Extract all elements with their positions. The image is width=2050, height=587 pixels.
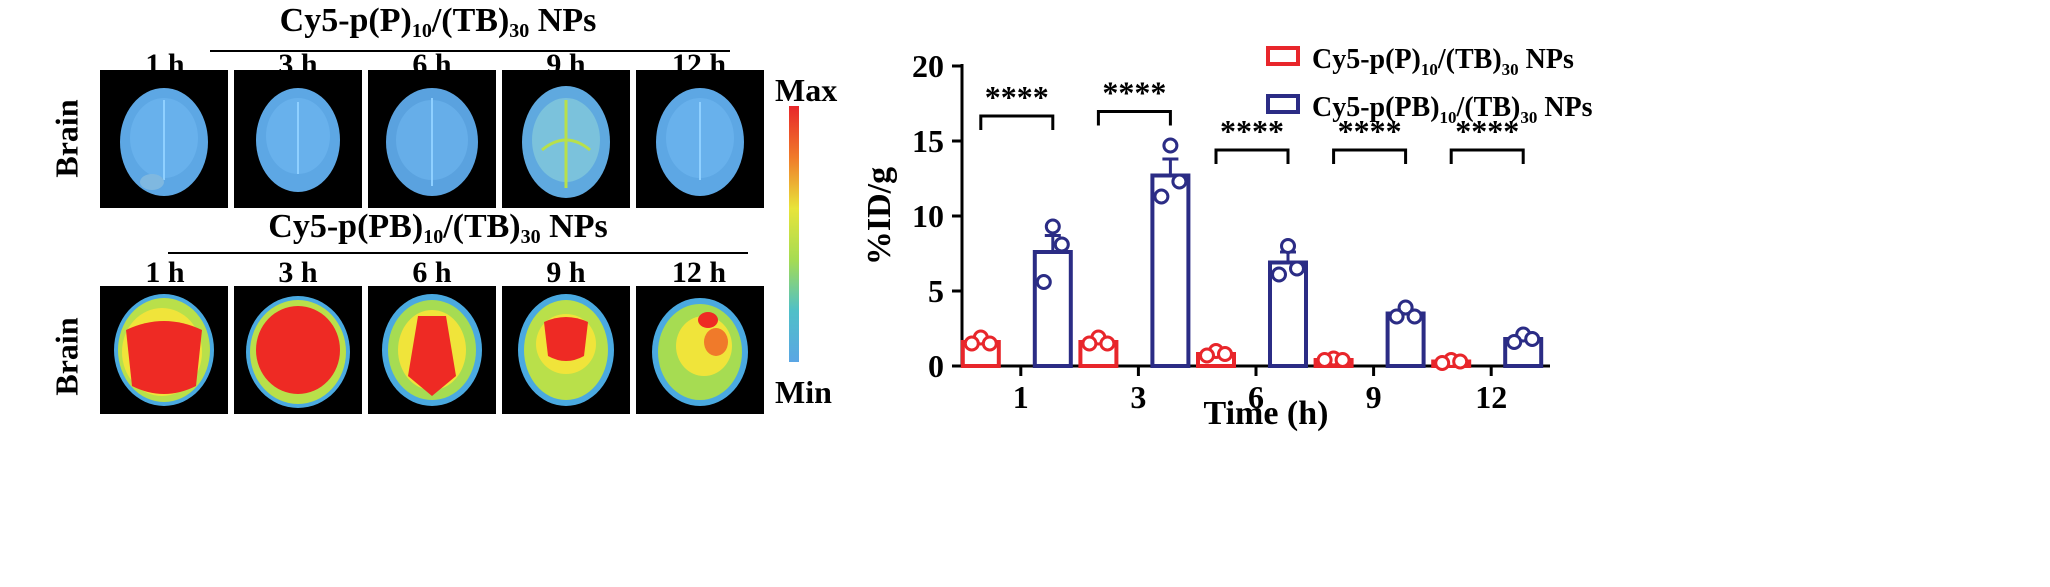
brain-image-p-6h <box>368 70 496 208</box>
data-point <box>1524 331 1541 347</box>
timepoint-label: 9 h <box>546 256 586 289</box>
colorbar-min-label: Min <box>775 374 832 410</box>
x-tick-label: 12 <box>1475 379 1507 415</box>
brain-image-pb-9h <box>502 286 630 414</box>
brain-image-pb-3h <box>234 286 362 414</box>
data-point <box>1053 236 1070 253</box>
row-label-brain-1: Brain <box>48 99 85 178</box>
data-point <box>1397 299 1414 316</box>
colorbar-max-label: Max <box>775 72 838 108</box>
brain-image-pb-1h <box>100 286 228 414</box>
data-point <box>1044 218 1061 235</box>
legend-label-p: Cy5-p(P)10/(TB)30 NPs <box>1312 44 1574 79</box>
significance-label: **** <box>1220 113 1284 149</box>
legend-label-pb: Cy5-p(PB)10/(TB)30 NPs <box>1312 92 1593 127</box>
y-tick-label: 5 <box>928 273 944 309</box>
x-tick-label: 3 <box>1130 379 1146 415</box>
y-tick-label: 20 <box>912 48 944 84</box>
brain-image-p-1h <box>100 70 228 208</box>
bar-pb <box>1150 173 1191 368</box>
group-rule-1 <box>210 50 730 52</box>
significance-bracket <box>1214 148 1290 164</box>
significance-label: **** <box>1455 113 1519 149</box>
y-axis-label: %ID/g <box>861 167 898 265</box>
data-point <box>1280 238 1296 254</box>
brain-image-pb-12h <box>636 286 764 414</box>
brain-image-p-3h <box>234 70 362 208</box>
timepoint-label: 6 h <box>412 256 452 289</box>
y-tick-label: 10 <box>912 198 944 234</box>
significance-bracket <box>1096 110 1172 126</box>
timepoint-label: 3 h <box>278 256 318 289</box>
data-point <box>1334 352 1351 368</box>
data-point <box>1271 266 1287 283</box>
data-point <box>1434 355 1451 371</box>
brain-image-pb-6h <box>368 286 496 414</box>
data-point <box>1081 335 1098 352</box>
data-point <box>1099 335 1116 352</box>
significance-label: **** <box>1102 75 1166 111</box>
data-point <box>1035 274 1052 290</box>
data-point <box>1406 308 1423 325</box>
group-title-1: Cy5-p(P)10/(TB)30 NPs <box>279 2 597 42</box>
significance-bracket <box>1332 148 1408 164</box>
legend-swatch-pb <box>1266 94 1300 114</box>
data-point <box>981 335 998 352</box>
significance-label: **** <box>985 79 1049 115</box>
x-tick-label: 6 <box>1248 379 1264 415</box>
group-rule-2 <box>168 252 748 254</box>
legend-swatch-p <box>1266 46 1300 66</box>
colorbar <box>789 106 799 362</box>
data-point <box>963 335 980 352</box>
brain-image-p-9h <box>502 70 630 208</box>
data-point <box>1217 346 1233 362</box>
data-point <box>1153 188 1170 205</box>
data-point <box>1506 334 1523 350</box>
x-axis-label: Time (h) <box>1204 395 1329 432</box>
timepoint-label: 12 h <box>671 256 727 289</box>
timepoint-label: 1 h <box>145 256 185 289</box>
row-label-brain-2: Brain <box>48 317 85 396</box>
data-point <box>1289 260 1305 277</box>
bar-pb <box>1032 250 1073 368</box>
brain-image-p-12h <box>636 70 764 208</box>
bar-chart-svg: 0 5 10 15 20 %ID/g Time (h) 1 **** 3 **** 6 **** 9 ***… <box>861 44 1593 432</box>
y-tick-label: 15 <box>912 123 944 159</box>
data-point <box>1316 352 1333 368</box>
significance-bracket <box>979 114 1055 130</box>
x-tick-label: 1 <box>1013 379 1029 415</box>
bar-chart: 0 5 10 15 20 %ID/g Time (h) 1 **** 3 **** 6 **** 9 ***… <box>860 0 2050 582</box>
group-title-2: Cy5-p(PB)10/(TB)30 NPs <box>268 208 608 248</box>
y-tick-label: 0 <box>928 348 944 384</box>
significance-label: **** <box>1338 113 1402 149</box>
data-point <box>1452 353 1469 370</box>
data-point <box>1199 347 1215 364</box>
significance-bracket <box>1449 148 1525 164</box>
data-point <box>1388 308 1405 325</box>
data-point <box>1171 173 1188 190</box>
x-tick-label: 9 <box>1366 379 1382 415</box>
data-point <box>1162 137 1179 154</box>
